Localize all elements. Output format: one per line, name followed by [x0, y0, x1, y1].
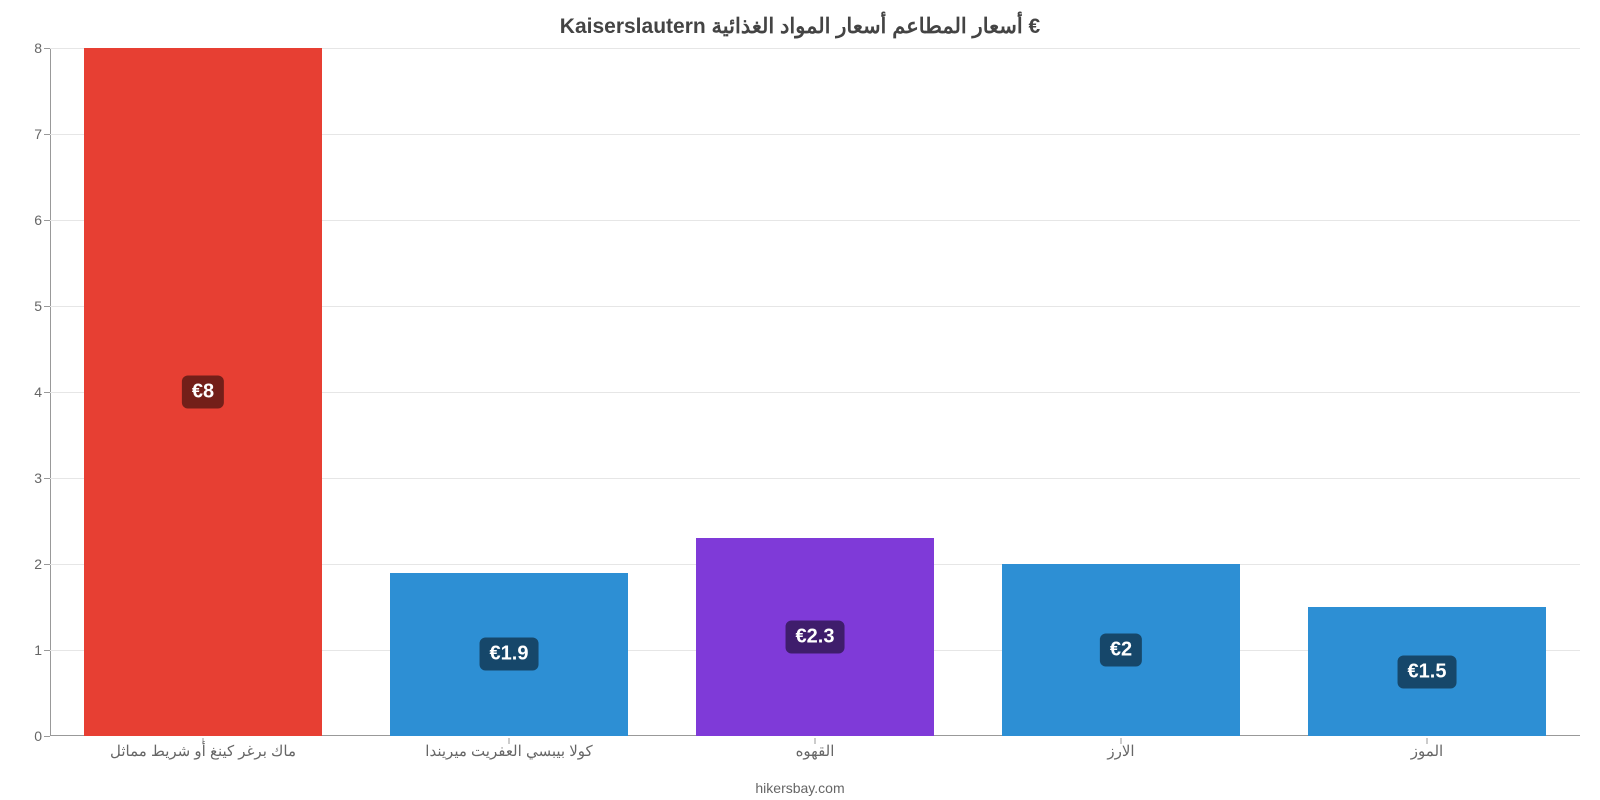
x-tick-label: الموز [1411, 742, 1443, 760]
y-tick-label: 4 [10, 384, 50, 400]
y-tick-label: 1 [10, 642, 50, 658]
y-tick-label: 6 [10, 212, 50, 228]
x-tick-label: كولا بيبسي العفريت ميريندا [425, 742, 592, 760]
plot-area: 012345678€8€1.9€2.3€2€1.5 [50, 48, 1580, 736]
y-tick-label: 5 [10, 298, 50, 314]
bar-value-label: €1.9 [480, 638, 539, 671]
bar: €1.5 [1308, 607, 1547, 736]
bar-value-label: €8 [182, 376, 224, 409]
chart-credit: hikersbay.com [755, 780, 844, 796]
x-tick-label: ماك برغر كينغ أو شريط مماثل [110, 742, 296, 760]
x-axis-labels: ماك برغر كينغ أو شريط مماثل كولا بيبسي ال… [50, 738, 1580, 768]
x-tick-label: القهوه [796, 742, 835, 760]
chart-container: Kaiserslautern أسعار المطاعم أسعار الموا… [0, 0, 1600, 800]
y-tick-label: 8 [10, 40, 50, 56]
bar: €2 [1002, 564, 1241, 736]
y-tick-label: 3 [10, 470, 50, 486]
chart-title: Kaiserslautern أسعار المطاعم أسعار الموا… [0, 10, 1600, 49]
bar-value-label: €2.3 [786, 621, 845, 654]
y-tick-label: 0 [10, 728, 50, 744]
x-tick-label: الارز [1107, 742, 1134, 760]
bar-value-label: €2 [1100, 634, 1142, 667]
bar: €1.9 [390, 573, 629, 736]
y-tick-label: 2 [10, 556, 50, 572]
y-tick-label: 7 [10, 126, 50, 142]
bar: €8 [84, 48, 323, 736]
bar: €2.3 [696, 538, 935, 736]
bar-value-label: €1.5 [1398, 655, 1457, 688]
